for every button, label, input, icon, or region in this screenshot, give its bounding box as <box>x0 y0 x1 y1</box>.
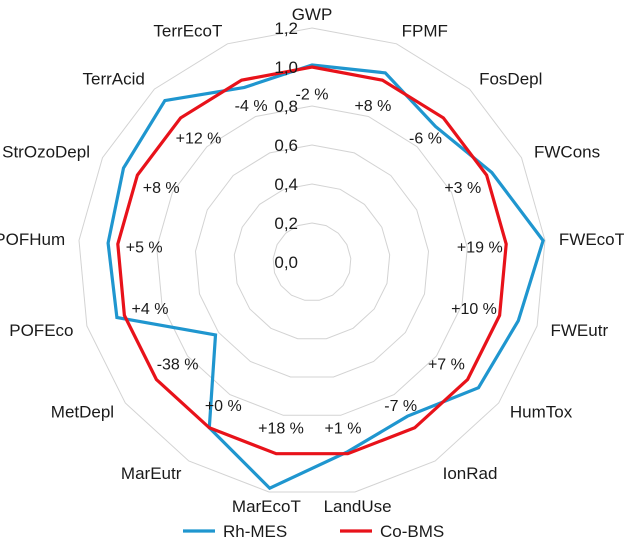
category-label: StrOzoDepl <box>2 143 90 162</box>
radial-axis-ticks: 0,0 0,2 0,4 0,6 0,8 1,0 1,2 <box>274 19 298 272</box>
change-annotation: +4 % <box>132 301 169 318</box>
legend: Rh-MES Co-BMS <box>183 522 444 541</box>
radial-tick-label: 0,4 <box>274 175 298 194</box>
change-annotations: -2 % +8 % -6 % +3 % +19 % +10 % +7 % -7 % +1 % +1… <box>126 87 503 438</box>
grid-ring <box>156 105 468 416</box>
change-annotation: +0 % <box>205 398 242 415</box>
category-labels: GWP FPMF FosDepl FWCons FWEcoT FWEutr HumTox Io… <box>0 5 624 516</box>
radial-tick-label: 1,2 <box>274 19 298 38</box>
grid-ring <box>272 222 352 301</box>
category-label: MarEutr <box>121 464 182 483</box>
category-label: HumTox <box>510 403 573 422</box>
change-annotation: +19 % <box>457 240 503 257</box>
grid-ring <box>194 144 430 378</box>
radial-tick-label: 0,0 <box>274 253 298 272</box>
change-annotation: +7 % <box>428 357 465 374</box>
radial-tick-label: 1,0 <box>274 58 298 77</box>
radial-tick-label: 0,6 <box>274 136 298 155</box>
category-label: FWEutr <box>551 321 609 340</box>
category-label: FosDepl <box>479 70 542 89</box>
category-label: POFEco <box>9 321 73 340</box>
category-label: GWP <box>292 5 333 24</box>
category-label: FWEcoT <box>559 230 624 249</box>
legend-label: Rh-MES <box>223 522 287 541</box>
category-label: IonRad <box>443 464 498 483</box>
change-annotation: +8 % <box>143 180 180 197</box>
category-label: LandUse <box>324 497 392 516</box>
grid-ring <box>233 183 391 340</box>
change-annotation: +5 % <box>126 240 163 257</box>
category-label: TerrAcid <box>83 70 145 89</box>
category-label: FPMF <box>402 22 448 41</box>
change-annotation: +18 % <box>258 421 304 438</box>
change-annotation: -2 % <box>296 87 329 104</box>
change-annotation: -4 % <box>235 98 268 115</box>
change-annotation: +8 % <box>354 98 391 115</box>
change-annotation: +1 % <box>325 421 362 438</box>
radial-tick-label: 0,8 <box>274 97 298 116</box>
category-label: TerrEcoT <box>153 22 222 41</box>
category-label: MetDepl <box>51 403 114 422</box>
category-label: POFHum <box>0 230 65 249</box>
change-annotation: +3 % <box>444 180 481 197</box>
category-label: MarEcoT <box>232 497 301 516</box>
change-annotation: -38 % <box>157 357 199 374</box>
change-annotation: +12 % <box>176 131 222 148</box>
radar-series <box>106 63 545 491</box>
change-annotation: -6 % <box>409 131 442 148</box>
legend-label: Co-BMS <box>380 522 444 541</box>
change-annotation: +10 % <box>451 301 497 318</box>
radial-tick-label: 0,2 <box>274 214 298 233</box>
series-line-rh-mes <box>106 63 545 491</box>
category-label: FWCons <box>534 143 600 162</box>
change-annotation: -7 % <box>384 398 417 415</box>
series-line-co-bms <box>116 65 508 456</box>
grid-ring <box>78 27 546 493</box>
